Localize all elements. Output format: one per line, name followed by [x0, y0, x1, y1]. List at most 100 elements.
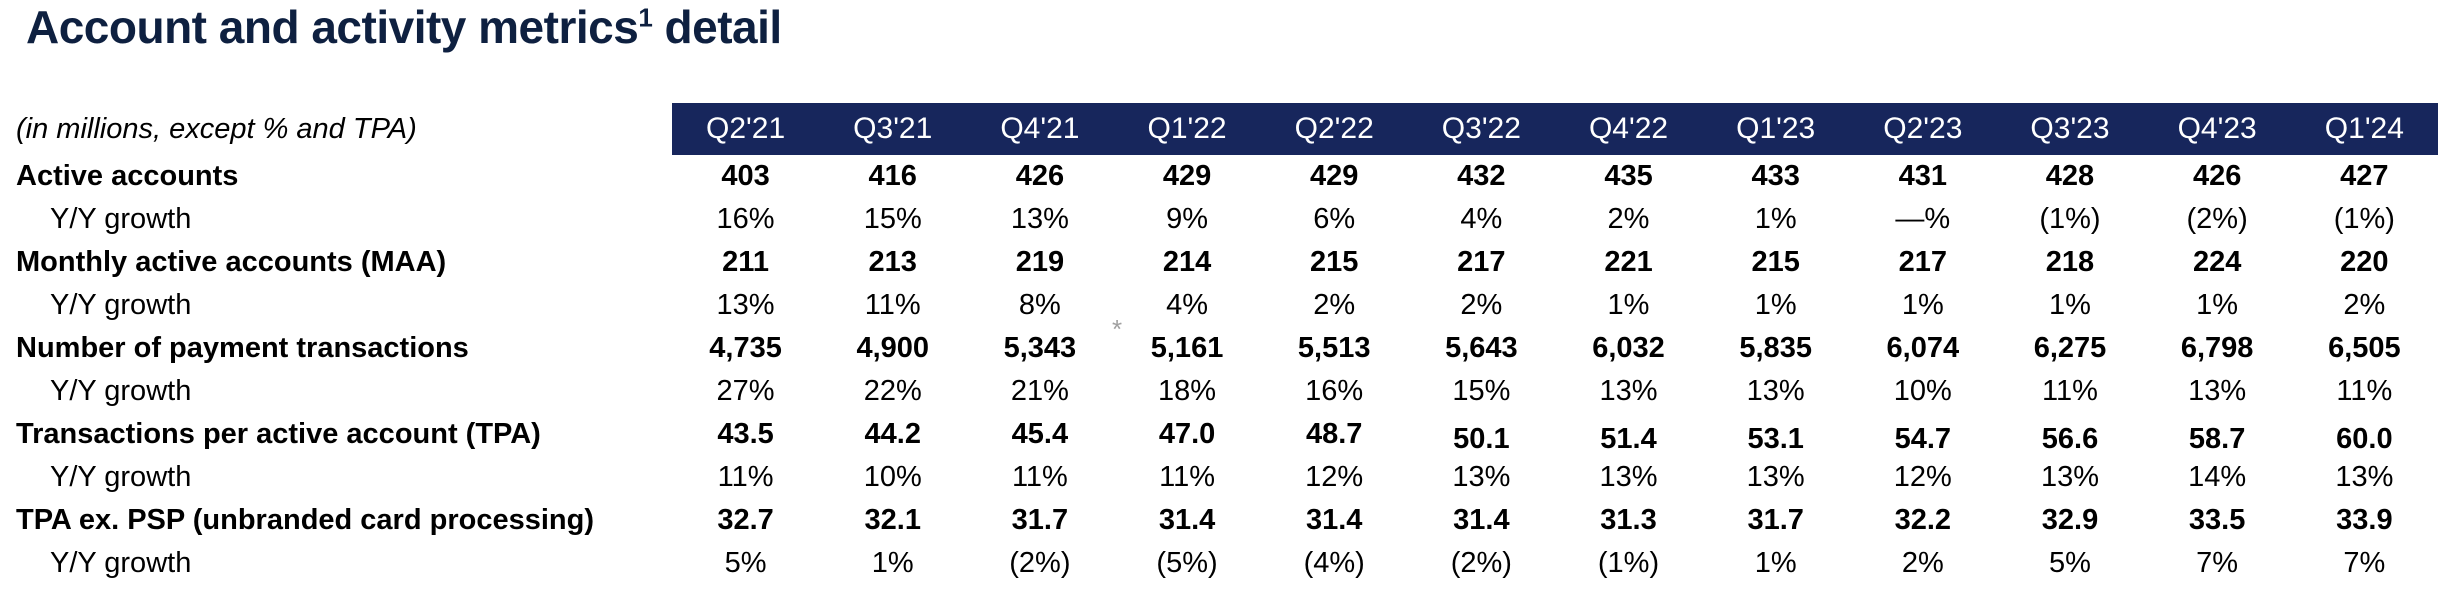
cell-value: 13%: [1452, 461, 1511, 493]
cell-value: (2%): [1009, 547, 1071, 579]
cell: 429: [1113, 155, 1260, 198]
row-label: TPA ex. PSP (unbranded card processing): [16, 504, 594, 536]
table-row: Active accounts 403 416 426 429 429 432 435 433 4…: [0, 155, 2438, 198]
cell-value: 4,735: [709, 332, 782, 364]
cell: 31.4: [1113, 499, 1260, 542]
cell-value: 4%: [1166, 289, 1208, 321]
cell-value: 47.0: [1158, 418, 1216, 450]
cell: 4,900: [819, 327, 966, 370]
cell-value: 14%: [2188, 461, 2247, 493]
cell: 11%: [2291, 370, 2438, 413]
cell-value: 16%: [1305, 375, 1364, 407]
cell-value: 31.4: [1305, 504, 1363, 536]
cell: 1%: [1996, 284, 2143, 327]
cell: 4%: [1113, 284, 1260, 327]
cell-value: 4,900: [856, 332, 930, 364]
cell-value: 54.7: [1894, 423, 1952, 455]
cell: 12%: [1261, 456, 1408, 499]
cell-value: 1%: [871, 547, 914, 579]
cell: 13%: [2144, 370, 2291, 413]
cell-value: 435: [1604, 160, 1653, 192]
cell: 214: [1113, 241, 1260, 284]
cell-value: 426: [2192, 160, 2242, 192]
cell: 435: [1555, 155, 1702, 198]
column-header: Q1'22: [1113, 103, 1261, 155]
cell: 1%: [1702, 542, 1849, 585]
cell: 13%: [966, 198, 1113, 241]
cell: 213: [819, 241, 966, 284]
cell-value: (1%): [2039, 203, 2101, 235]
cell-value: 403: [721, 160, 770, 192]
cell: (2%): [1408, 542, 1555, 585]
cell: 15%: [1408, 370, 1555, 413]
cell-value: 16%: [716, 203, 775, 235]
cell-value: 51.4: [1600, 423, 1657, 455]
cell-value: 11%: [717, 461, 774, 493]
cell-value: 33.5: [2188, 504, 2246, 536]
cell-value: 1%: [1754, 547, 1797, 579]
cell-value: 31.4: [1453, 504, 1510, 536]
cell: (5%): [1113, 542, 1260, 585]
cell-value: 31.7: [1011, 504, 1069, 536]
column-header: Q2'23: [1849, 103, 1997, 155]
cell: 60.0: [2291, 413, 2438, 456]
cell: 51.4: [1555, 413, 1702, 456]
cell-value: 13%: [1599, 375, 1658, 407]
table-row: Y/Y growth 13% 11% 8% 4% 2% 2% 1% 1% 1% 1% 1% 2%: [0, 284, 2438, 327]
cell: 53.1: [1702, 413, 1849, 456]
cell: 16%: [672, 198, 819, 241]
cell: 2%: [1408, 284, 1555, 327]
table-row: Transactions per active account (TPA) 43.…: [0, 413, 2438, 456]
cell: 7%: [2291, 542, 2438, 585]
cell-value: 5,643: [1445, 332, 1518, 364]
cell-value: 416: [868, 160, 917, 192]
cell: 432: [1408, 155, 1555, 198]
cell-value: 1%: [2196, 289, 2239, 321]
cell: (1%): [1996, 198, 2143, 241]
cell-value: 32.2: [1894, 504, 1952, 536]
cell-value: (5%): [1156, 547, 1218, 579]
cell-value: 5%: [724, 547, 767, 579]
cell-value: (1%): [2333, 203, 2395, 235]
cell: 13%: [1555, 456, 1702, 499]
cell-value: 4%: [1460, 203, 1503, 235]
cell: 32.7: [672, 499, 819, 542]
cell: 12%: [1849, 456, 1996, 499]
cell: 13%: [1702, 456, 1849, 499]
cell-value: 45.4: [1011, 418, 1069, 450]
cell-value: 6,505: [2328, 332, 2401, 364]
cell-value: 433: [1751, 160, 1800, 192]
cell-value: 426: [1015, 160, 1065, 192]
cell-value: 7%: [2196, 547, 2239, 579]
cell-value: 32.9: [2041, 504, 2099, 536]
cell: 5,643: [1408, 327, 1555, 370]
cell-value: 5,835: [1739, 332, 1812, 364]
cell: 221: [1555, 241, 1702, 284]
cell: 403: [672, 155, 819, 198]
table-row: TPA ex. PSP (unbranded card processing) 3…: [0, 499, 2438, 542]
cell-value: —%: [1895, 203, 1951, 235]
cell: 13%: [1408, 456, 1555, 499]
cell-value: 217: [1898, 246, 1948, 278]
cell-value: 6,798: [2180, 332, 2254, 364]
cell-value: 11%: [2042, 375, 2098, 407]
cell: 218: [1996, 241, 2143, 284]
cell-value: 429: [1162, 160, 1212, 192]
cell-value: 1%: [2049, 289, 2091, 321]
table-row: Y/Y growth 11% 10% 11% 11% 12% 13% 13% 13% 12% 13%…: [0, 456, 2438, 499]
cell-value: 33.9: [2336, 504, 2393, 536]
cell: 13%: [1555, 370, 1702, 413]
cell: 15%: [819, 198, 966, 241]
cell: 13%: [2291, 456, 2438, 499]
cell-value: 5%: [2049, 547, 2091, 579]
cell: 18%: [1113, 370, 1260, 413]
cell-value: 60.0: [2336, 423, 2393, 455]
cell-value: 6,074: [1886, 332, 1960, 364]
cell: 5,835: [1702, 327, 1849, 370]
cell: 50.1: [1408, 413, 1555, 456]
cell-value: 53.1: [1747, 423, 1804, 455]
cell: 11%: [1996, 370, 2143, 413]
column-header: Q4'22: [1554, 103, 1703, 155]
cell: 5,513: [1261, 327, 1408, 370]
cell-value: (2%): [1450, 547, 1512, 579]
